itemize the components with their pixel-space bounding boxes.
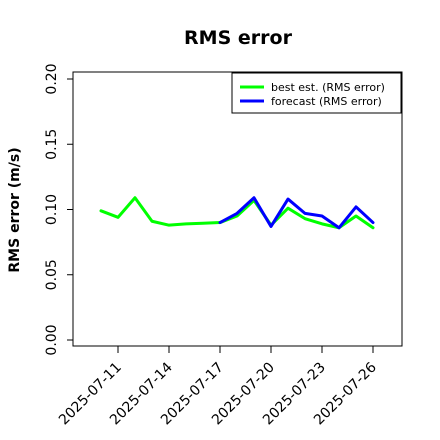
legend-label-forecast: forecast (RMS error) [271, 95, 382, 108]
chart-title: RMS error [184, 27, 293, 49]
series-line-forecast [218, 196, 375, 230]
y-tick-label: 0.15 [44, 129, 60, 160]
y-tick-label: 0.10 [44, 194, 60, 225]
legend-label-best-est: best est. (RMS error) [271, 81, 385, 94]
y-tick-label: 0.20 [44, 63, 60, 94]
y-axis: 0.00 0.05 0.10 0.15 0.20 [44, 63, 73, 356]
series-line-best-est [99, 196, 375, 230]
legend: best est. (RMS error) forecast (RMS erro… [231, 72, 402, 114]
y-tick-label: 0.00 [44, 324, 60, 355]
series-layer [99, 196, 375, 230]
y-axis-label: RMS error (m/s) [7, 147, 23, 272]
y-tick-label: 0.05 [44, 259, 60, 290]
x-axis: 2025-07-112025-07-142025-07-172025-07-20… [56, 346, 380, 428]
legend-box [231, 72, 402, 114]
